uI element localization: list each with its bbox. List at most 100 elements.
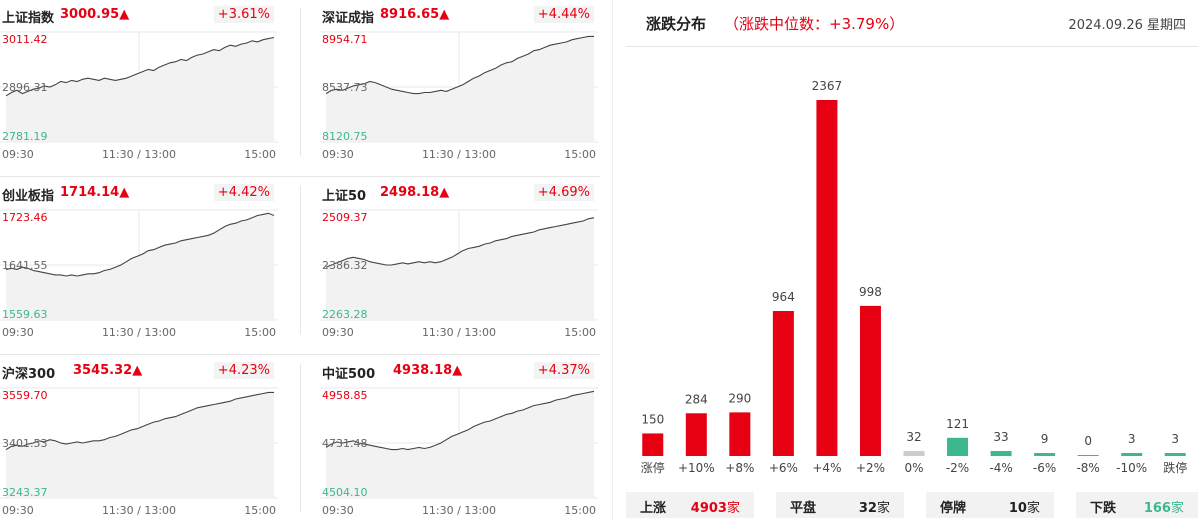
bar-category-label: 跌停 bbox=[1163, 460, 1187, 475]
price-line bbox=[5, 391, 274, 451]
distribution-bar[interactable] bbox=[1121, 453, 1143, 456]
bar-value-label: 964 bbox=[772, 290, 795, 304]
bar-value-label: 284 bbox=[685, 392, 708, 406]
summary-halt-count: 10 bbox=[1008, 501, 1027, 516]
index-change-percent: +4.69% bbox=[533, 184, 594, 201]
distribution-bar[interactable] bbox=[1077, 455, 1099, 456]
summary-down-label: 下跌 bbox=[1090, 501, 1117, 516]
distribution-bar[interactable] bbox=[990, 451, 1012, 456]
index-name: 深证成指 bbox=[322, 11, 375, 26]
time-axis-label: 09:30 bbox=[2, 148, 34, 161]
bar-category-label: +2% bbox=[856, 461, 885, 475]
median-change-label: （涨跌中位数：+3.79%） bbox=[724, 15, 905, 33]
time-axis-label: 11:30 / 13:00 bbox=[102, 326, 176, 339]
intraday-chart: 3559.70 3401.53 3243.37 09:30 11:30 / 13:00 1… bbox=[0, 387, 278, 517]
bar-value-label: 3 bbox=[1171, 432, 1179, 446]
price-area bbox=[326, 36, 594, 142]
time-axis-label: 09:30 bbox=[322, 504, 354, 517]
price-line bbox=[325, 390, 595, 451]
index-name: 上证50 bbox=[322, 189, 367, 204]
column-divider bbox=[300, 364, 301, 512]
price-area bbox=[326, 391, 594, 498]
summary-up-unit: 家 bbox=[726, 501, 740, 516]
index-panel[interactable]: 深证成指 8916.65▲ +4.44% 8954.71 8537.73 8120.75 0… bbox=[320, 0, 598, 166]
bar-value-label: 33 bbox=[993, 430, 1008, 444]
time-axis-label: 11:30 / 13:00 bbox=[422, 148, 496, 161]
distribution-bar[interactable] bbox=[1164, 453, 1186, 456]
distribution-bar[interactable] bbox=[772, 311, 794, 456]
summary-flat-value: 32家 bbox=[859, 497, 890, 516]
intraday-chart: 3011.42 2896.31 2781.19 09:30 11:30 / 13:00 1… bbox=[0, 31, 278, 161]
bar-value-label: 9 bbox=[1041, 432, 1049, 446]
bar-category-label: 涨停 bbox=[641, 460, 665, 475]
time-axis-label: 15:00 bbox=[564, 148, 596, 161]
time-axis-label: 11:30 / 13:00 bbox=[422, 504, 496, 517]
summary-down: 下跌 166家 bbox=[1076, 492, 1198, 518]
price-area bbox=[326, 217, 594, 320]
distribution-header: 涨跌分布 （涨跌中位数：+3.79%） 2024.09.26 星期四 bbox=[636, 0, 1196, 44]
distribution-bar[interactable] bbox=[859, 305, 881, 456]
distribution-bar[interactable] bbox=[947, 437, 969, 456]
summary-down-count: 166 bbox=[1143, 501, 1171, 516]
index-price: 4938.18▲ bbox=[393, 363, 463, 378]
index-price: 2498.18▲ bbox=[380, 185, 450, 200]
index-header: 创业板指 1714.14▲ +4.42% bbox=[0, 182, 278, 204]
y-axis-label-high: 4958.85 bbox=[322, 389, 368, 402]
bar-category-label: +10% bbox=[678, 461, 715, 475]
summary-flat-label: 平盘 bbox=[790, 501, 817, 516]
time-axis-label: 15:00 bbox=[564, 326, 596, 339]
y-axis-label-low: 2263.28 bbox=[322, 308, 368, 321]
distribution-bar[interactable] bbox=[685, 413, 707, 456]
summary-up-label: 上涨 bbox=[640, 501, 667, 516]
row-divider bbox=[0, 354, 600, 355]
index-price: 1714.14▲ bbox=[60, 185, 130, 200]
index-panel[interactable]: 上证指数 3000.95▲ +3.61% 3011.42 2896.31 2781.19 0… bbox=[0, 0, 278, 166]
index-panel[interactable]: 中证500 4938.18▲ +4.37% 4958.85 4731.48 4504.10… bbox=[320, 356, 598, 522]
price-line bbox=[325, 35, 594, 95]
price-line bbox=[5, 36, 275, 97]
index-name: 创业板指 bbox=[2, 189, 55, 204]
index-panel[interactable]: 上证50 2498.18▲ +4.69% 2509.37 2386.32 2263.28 0… bbox=[320, 178, 598, 344]
time-axis-label: 09:30 bbox=[2, 504, 34, 517]
y-axis-label-low: 8120.75 bbox=[322, 130, 368, 143]
distribution-bar-chart: 150 涨停 284 +10% 290 +8% 964 +6% 2367 +4% 998 +2% 32 0… bbox=[641, 79, 1187, 475]
summary-flat: 平盘 32家 bbox=[776, 492, 904, 518]
distribution-bar[interactable] bbox=[903, 451, 925, 456]
time-axis-label: 15:00 bbox=[244, 148, 276, 161]
index-panel[interactable]: 沪深300 3545.32▲ +4.23% 3559.70 3401.53 3243.37… bbox=[0, 356, 278, 522]
price-area bbox=[6, 37, 274, 142]
index-header: 中证500 4938.18▲ +4.37% bbox=[320, 360, 598, 382]
summary-halt-label: 停牌 bbox=[940, 501, 967, 516]
bar-value-label: 290 bbox=[728, 391, 751, 405]
summary-down-unit: 家 bbox=[1170, 501, 1184, 516]
bar-value-label: 998 bbox=[859, 285, 882, 299]
index-name: 中证500 bbox=[322, 367, 376, 382]
distribution-bar[interactable] bbox=[642, 433, 664, 456]
bar-category-label: -4% bbox=[989, 461, 1012, 475]
index-panel[interactable]: 创业板指 1714.14▲ +4.42% 1723.46 1641.55 1559.63 0… bbox=[0, 178, 278, 344]
intraday-chart: 4958.85 4731.48 4504.10 09:30 11:30 / 13:00 1… bbox=[320, 387, 598, 517]
index-change-percent: +4.44% bbox=[533, 6, 594, 23]
index-change-percent: +4.42% bbox=[213, 184, 274, 201]
column-divider bbox=[300, 186, 301, 334]
summary-halt: 停牌 10家 bbox=[926, 492, 1054, 518]
bar-category-label: +8% bbox=[725, 461, 754, 475]
distribution-bar[interactable] bbox=[1034, 453, 1056, 456]
y-axis-label-high: 3011.42 bbox=[2, 33, 48, 46]
bar-value-label: 32 bbox=[906, 430, 921, 444]
y-axis-label-low: 2781.19 bbox=[2, 130, 48, 143]
y-axis-label-mid: 4731.48 bbox=[322, 437, 368, 450]
intraday-chart: 8954.71 8537.73 8120.75 09:30 11:30 / 13:00 1… bbox=[320, 31, 598, 161]
y-axis-label-low: 4504.10 bbox=[322, 486, 368, 499]
distribution-bar[interactable] bbox=[729, 412, 751, 456]
index-name: 上证指数 bbox=[2, 11, 55, 26]
y-axis-label-high: 8954.71 bbox=[322, 33, 368, 46]
summary-up: 上涨 4903家 bbox=[626, 492, 754, 518]
summary-flat-count: 32 bbox=[858, 501, 877, 516]
summary-up-count: 4903 bbox=[690, 501, 727, 516]
distribution-bar[interactable] bbox=[816, 100, 838, 456]
price-line bbox=[325, 217, 595, 268]
y-axis-label-low: 1559.63 bbox=[2, 308, 48, 321]
time-axis-label: 11:30 / 13:00 bbox=[422, 326, 496, 339]
time-axis-label: 15:00 bbox=[244, 504, 276, 517]
